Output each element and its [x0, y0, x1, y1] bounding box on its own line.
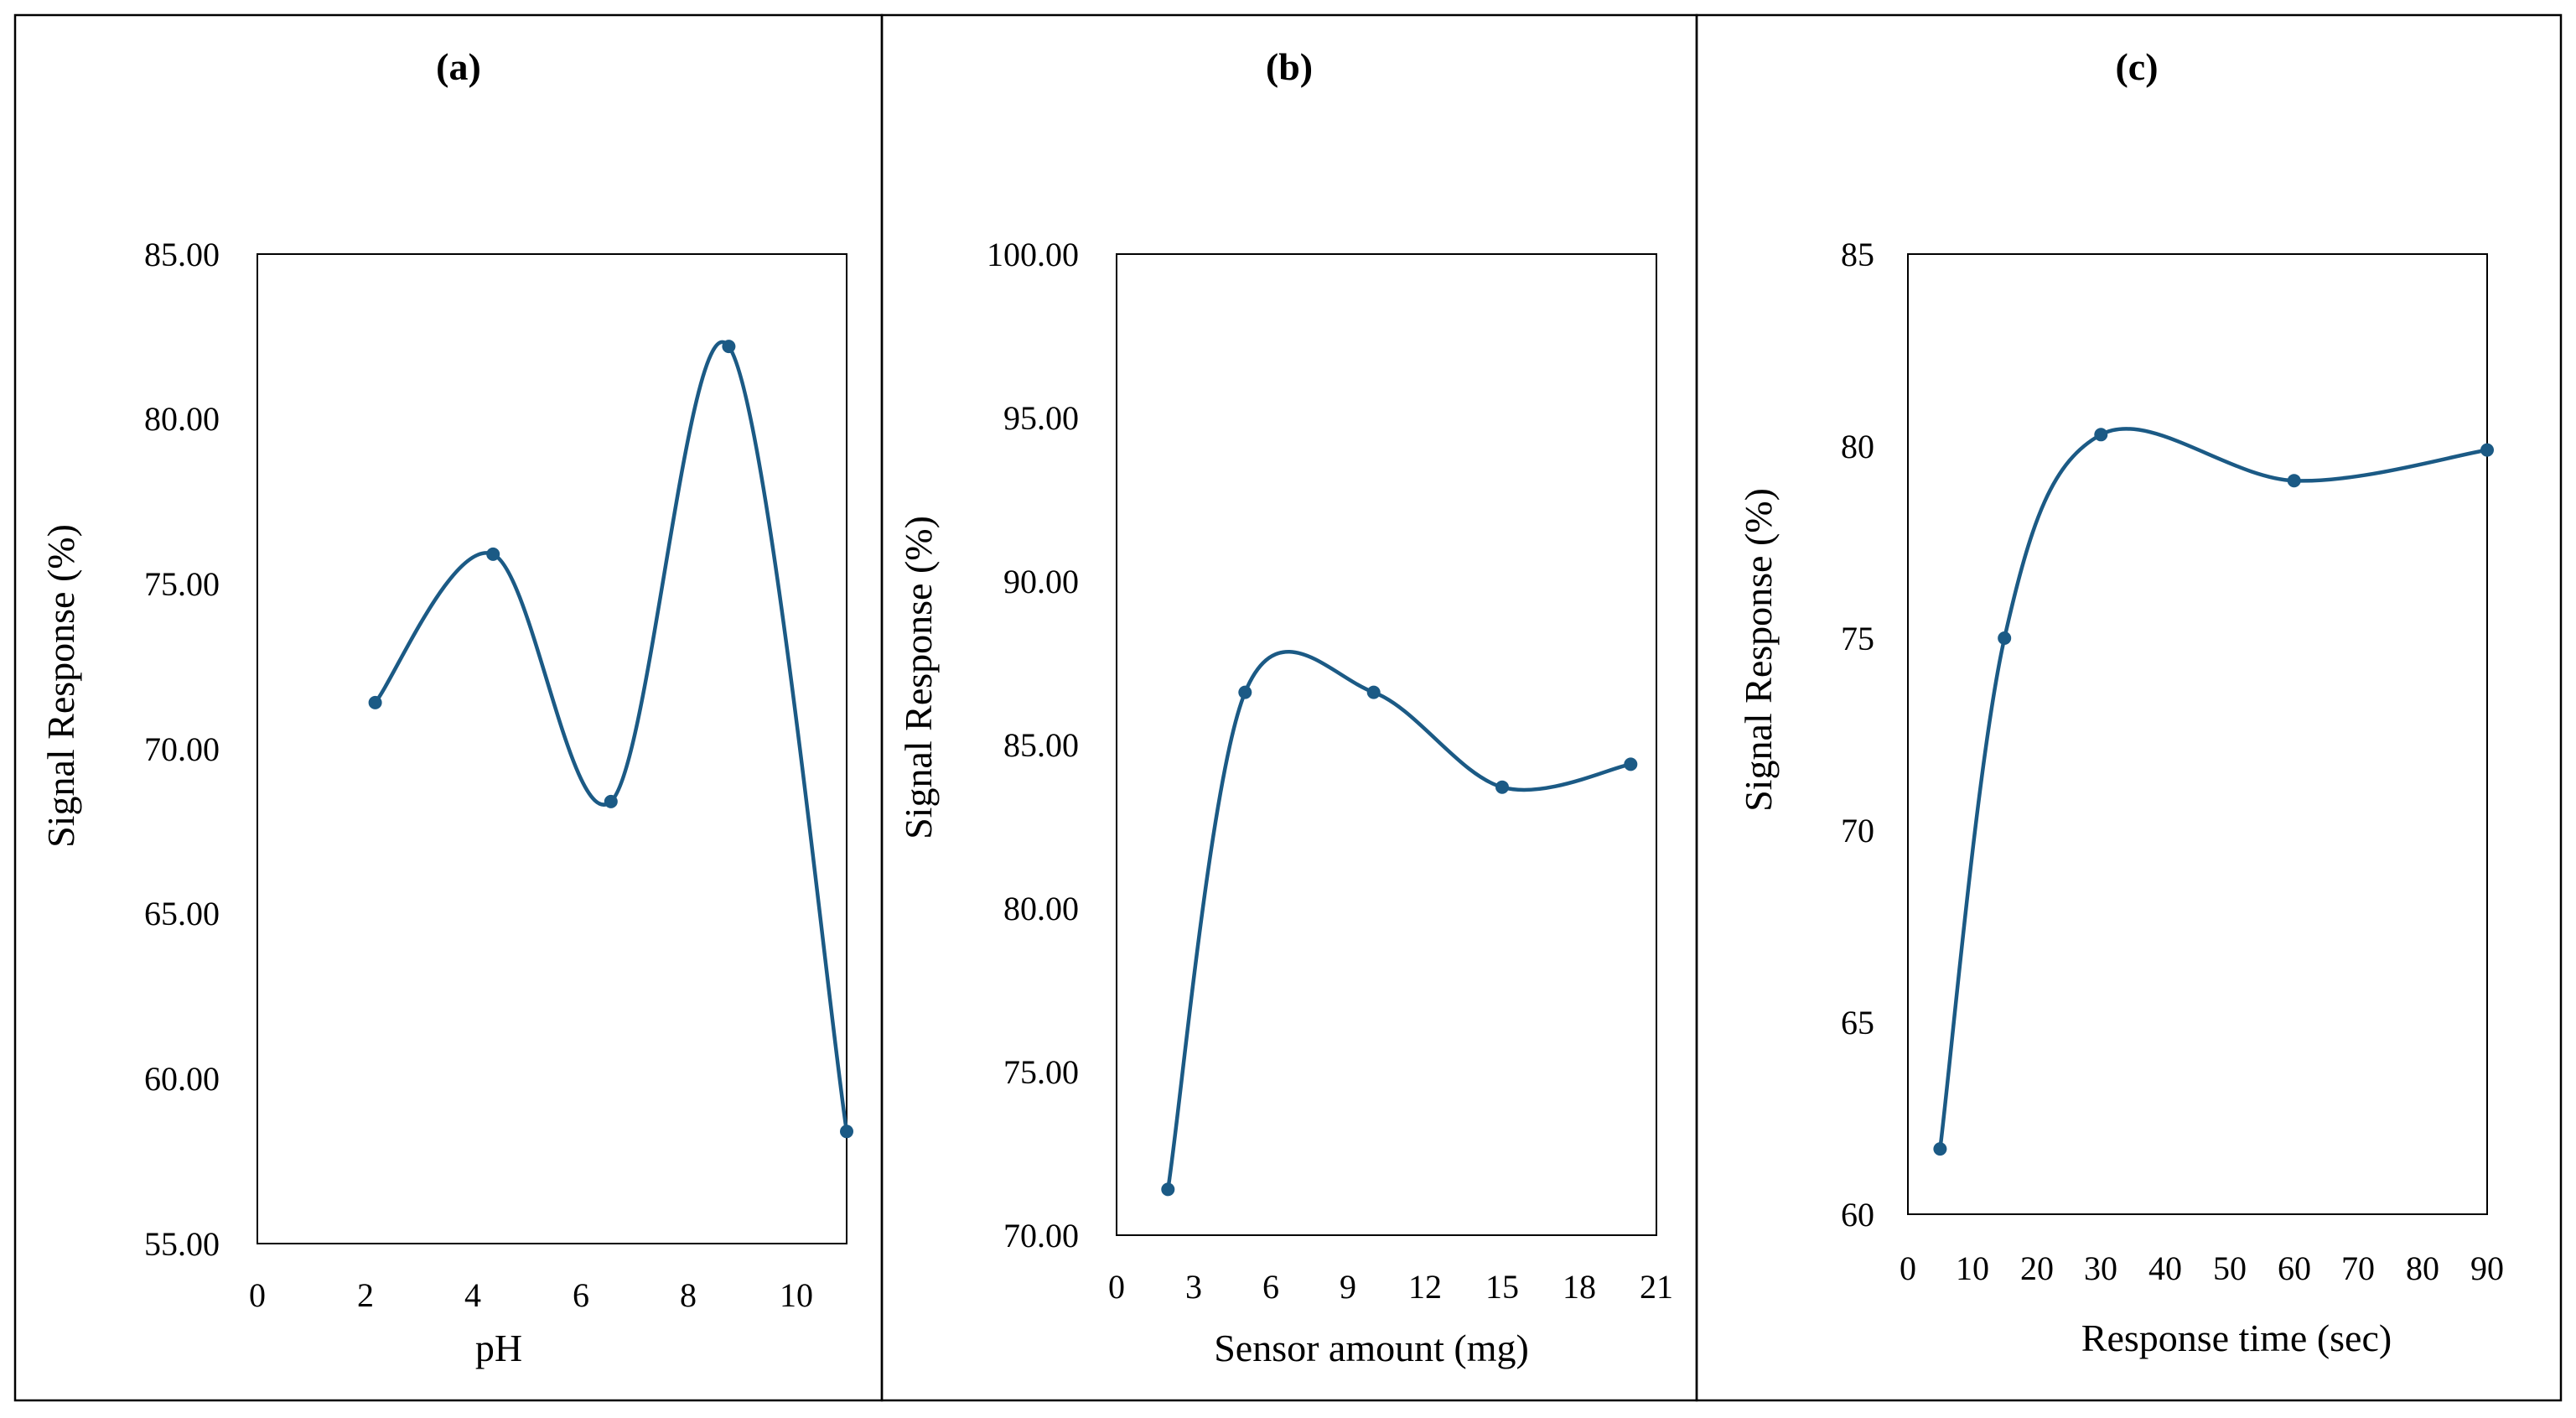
panel-a-x-tick-label: 10 — [780, 1276, 813, 1314]
panel-b-data-point — [1238, 685, 1252, 699]
panel-b-y-tick-label: 95.00 — [1003, 399, 1079, 437]
panel-a-y-ticks: 55.00 60.00 65.00 70.00 75.00 80.00 85.0… — [144, 236, 220, 1263]
panel-b-x-tick-label: 12 — [1408, 1268, 1442, 1306]
panel-a-data-point — [722, 340, 736, 354]
panel-b-x-tick-label: 0 — [1108, 1268, 1125, 1306]
panel-b-x-ticks: 0 3 6 9 12 15 18 21 — [1108, 1268, 1673, 1306]
panel-c-x-axis-title: Response time (sec) — [2081, 1317, 2392, 1359]
panel-c-x-tick-label: 20 — [2020, 1249, 2054, 1287]
panel-c-plot-area — [1907, 253, 2488, 1215]
panel-c-data-point — [1933, 1142, 1947, 1156]
panel-a-y-tick-label: 75.00 — [144, 565, 220, 603]
panel-c-y-tick-label: 60 — [1841, 1196, 1874, 1234]
panel-c-x-tick-label: 50 — [2213, 1249, 2247, 1287]
panel-c-x-ticks: 0 10 20 30 40 50 60 70 80 90 — [1900, 1249, 2504, 1287]
panel-c-y-axis-title: Signal Response (%) — [1737, 488, 1780, 812]
panel-a-data-point — [368, 695, 382, 709]
panel-a-data-point — [486, 547, 500, 561]
panel-b-y-tick-label: 80.00 — [1003, 890, 1079, 927]
panel-c-data-point — [1998, 631, 2012, 645]
panel-b-series — [1161, 650, 1638, 1197]
panel-c-x-tick-label: 70 — [2341, 1249, 2375, 1287]
panel-a-x-axis-title: pH — [475, 1327, 522, 1369]
panel-a-series — [368, 340, 853, 1139]
panel-b-y-tick-label: 70.00 — [1003, 1217, 1079, 1254]
panel-c-y-tick-label: 80 — [1841, 428, 1874, 465]
panel-c-x-tick-label: 30 — [2084, 1249, 2117, 1287]
panel-a-x-tick-label: 4 — [464, 1276, 481, 1314]
panel-b-data-point — [1495, 780, 1509, 794]
panel-b-x-tick-label: 9 — [1340, 1268, 1356, 1306]
panel-a-x-tick-label: 2 — [357, 1276, 374, 1314]
panel-a: (a) 55.00 60.00 65.00 70.00 75.00 80.00 … — [13, 13, 884, 1402]
panel-c-y-tick-label: 85 — [1841, 236, 1874, 273]
panel-c-y-tick-label: 65 — [1841, 1004, 1874, 1041]
panel-a-x-ticks: 0 2 4 6 8 10 — [249, 1276, 813, 1314]
panel-c-x-tick-label: 40 — [2148, 1249, 2182, 1287]
panel-c-series — [1933, 427, 2494, 1156]
panel-c: (c) 60 65 70 75 80 85 0 10 20 30 40 50 6… — [1695, 13, 2563, 1402]
panel-a-y-tick-label: 65.00 — [144, 895, 220, 932]
panel-a-y-tick-label: 60.00 — [144, 1060, 220, 1098]
panel-b-series-line — [1166, 650, 1633, 1192]
panel-c-series-line — [1938, 427, 2490, 1151]
panel-a-x-tick-label: 6 — [573, 1276, 589, 1314]
panel-b-y-axis-title: Signal Response (%) — [897, 516, 940, 839]
panel-a-data-point — [840, 1125, 853, 1139]
panel-b-data-point — [1161, 1182, 1175, 1197]
panel-b-x-tick-label: 21 — [1640, 1268, 1673, 1306]
panel-a-y-tick-label: 55.00 — [144, 1225, 220, 1263]
panel-b-y-tick-label: 90.00 — [1003, 563, 1079, 600]
panel-b-data-point — [1624, 757, 1638, 771]
panel-b-plot-area — [1116, 253, 1657, 1236]
panel-b-x-tick-label: 18 — [1563, 1268, 1596, 1306]
panel-c-x-tick-label: 60 — [2278, 1249, 2311, 1287]
panel-b-x-axis-title: Sensor amount (mg) — [1214, 1327, 1529, 1369]
panel-a-data-point — [604, 794, 618, 808]
panel-c-frame — [1695, 13, 2563, 1402]
panel-c-x-tick-label: 90 — [2470, 1249, 2504, 1287]
panel-b-label: (b) — [1266, 45, 1313, 88]
panel-a-plot-area — [257, 253, 847, 1244]
panel-b-y-tick-label: 85.00 — [1003, 726, 1079, 764]
panel-c-y-tick-label: 75 — [1841, 620, 1874, 657]
panel-b-x-tick-label: 3 — [1185, 1268, 1202, 1306]
panel-c-x-tick-label: 80 — [2406, 1249, 2439, 1287]
panel-a-x-tick-label: 8 — [680, 1276, 697, 1314]
panel-c-y-tick-label: 70 — [1841, 812, 1874, 849]
panel-a-y-tick-label: 80.00 — [144, 400, 220, 438]
panel-b: (b) 70.00 75.00 80.00 85.00 90.00 95.00 … — [880, 13, 1698, 1402]
panel-a-y-axis-title: Signal Response (%) — [39, 524, 82, 848]
panel-a-x-tick-label: 0 — [249, 1276, 266, 1314]
panel-c-x-tick-label: 0 — [1900, 1249, 1916, 1287]
panel-c-x-tick-label: 10 — [1956, 1249, 1989, 1287]
panel-b-y-tick-label: 100.00 — [987, 236, 1079, 273]
panel-b-y-tick-label: 75.00 — [1003, 1053, 1079, 1091]
panel-b-data-point — [1366, 685, 1381, 699]
panel-c-y-ticks: 60 65 70 75 80 85 — [1841, 236, 1874, 1234]
panel-b-y-ticks: 70.00 75.00 80.00 85.00 90.00 95.00 100.… — [987, 236, 1079, 1254]
panel-c-label: (c) — [2115, 45, 2158, 88]
panel-a-label: (a) — [436, 45, 481, 88]
panel-c-data-point — [2287, 474, 2301, 488]
panel-b-x-tick-label: 15 — [1485, 1268, 1519, 1306]
panel-b-x-tick-label: 6 — [1262, 1268, 1279, 1306]
panel-a-y-tick-label: 85.00 — [144, 236, 220, 273]
panel-a-y-tick-label: 70.00 — [144, 730, 220, 768]
panel-c-data-point — [2480, 443, 2494, 457]
panel-c-data-point — [2094, 428, 2108, 442]
